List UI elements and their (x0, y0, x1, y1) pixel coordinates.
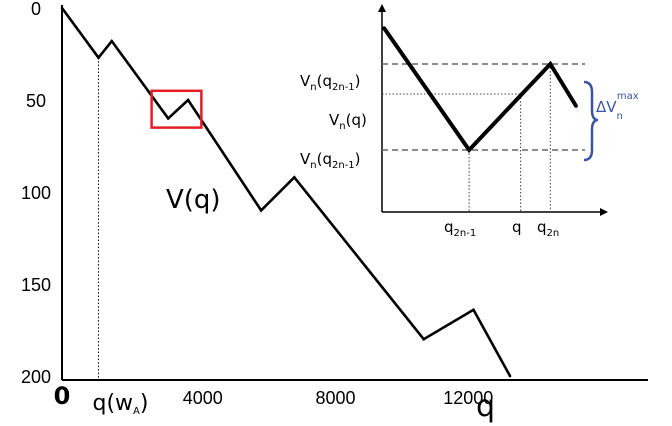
inset-series-line (382, 26, 578, 154)
v-q-data-point (97, 56, 100, 59)
inset-data-point (382, 26, 386, 30)
inset-data-point (574, 104, 578, 108)
highlight-box (150, 89, 203, 129)
inset-series-points (382, 26, 578, 152)
delta-v-max-label: ΔVnmax (596, 91, 639, 122)
v-q-data-point (186, 98, 190, 102)
v-q-data-point (508, 374, 512, 378)
v-q-data-point (422, 337, 426, 341)
y-tick-label: 150 (21, 275, 51, 295)
y-tick-label: 50 (26, 91, 46, 111)
x-tick-label: 12000 (443, 388, 493, 408)
inset-data-point (467, 148, 471, 152)
x-tick-label: 8000 (315, 388, 355, 408)
x-tick-label: 0 (54, 382, 71, 410)
label-q: q (512, 218, 522, 236)
v-q-data-point (292, 175, 296, 179)
main-x-tick-labels: 0 4000 8000 12000 (54, 382, 494, 410)
curve-label: V(q) (166, 185, 221, 215)
y-tick-label: 0 (31, 0, 41, 19)
y-tick-label: 200 (21, 367, 51, 387)
v-q-series-line (60, 7, 512, 377)
q-wa-label: q(wA) (93, 391, 149, 417)
delta-v-brace (583, 80, 599, 162)
v-q-data-point (472, 308, 475, 312)
label-vn-q2n-1-bottom: Vn(q2n-1) (300, 150, 361, 171)
x-tick-label: 4000 (183, 388, 223, 408)
inset-guide-lines (382, 63, 585, 212)
v-q-data-point (259, 209, 263, 212)
main-y-tick-labels: 0 50 100 150 200 (21, 0, 51, 387)
v-q-data-point (110, 39, 114, 43)
y-tick-label: 100 (21, 183, 51, 203)
v-q-series-points (60, 6, 512, 378)
label-vn-q: Vn(q) (329, 111, 367, 132)
inset-data-point (548, 62, 553, 66)
label-vn-q2n-1-top: Vn(q2n-1) (300, 72, 361, 93)
v-q-data-point (166, 117, 170, 120)
inset-y-arrow (378, 4, 386, 12)
inset-x-arrow (600, 208, 608, 216)
v-q-data-point (60, 6, 64, 10)
label-q2n-1: q2n-1 (444, 218, 476, 239)
inset-chart: Vn(q2n-1) Vn(q) Vn(q2n-1) q2n-1 q q2n ΔV… (300, 4, 639, 239)
x-axis-label: q (476, 389, 495, 424)
label-q2n: q2n (537, 218, 559, 239)
